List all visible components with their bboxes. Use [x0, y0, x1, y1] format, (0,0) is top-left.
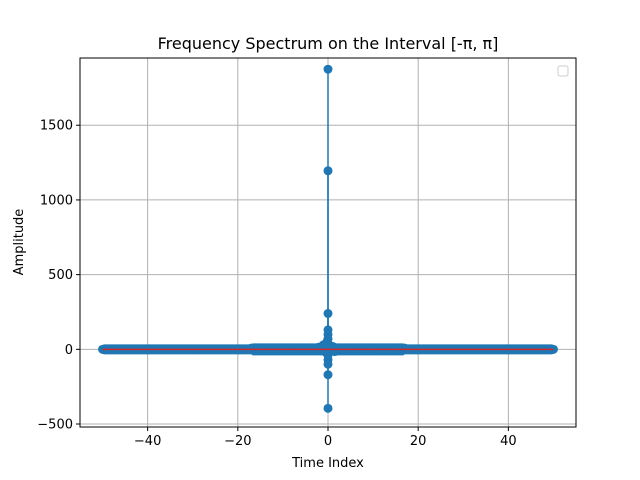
stem-marker	[368, 343, 378, 353]
stem-marker	[323, 308, 333, 318]
stem-marker	[255, 343, 265, 353]
stem-marker	[323, 359, 333, 369]
stem-marker	[323, 370, 333, 380]
x-tick-label: −20	[224, 434, 251, 449]
x-tick-label: 20	[410, 434, 427, 449]
stem-marker	[300, 343, 310, 353]
stem-marker	[323, 166, 333, 176]
y-axis-label: Amplitude	[12, 209, 27, 276]
axis-ticks: −40 −20 0 20 40 −500 0 500 1000 1500	[37, 119, 516, 449]
stem-series	[98, 64, 558, 413]
x-tick-label: −40	[134, 434, 161, 449]
x-tick-label: 40	[500, 434, 517, 449]
stem-marker	[323, 64, 333, 74]
stem-marker	[346, 343, 356, 353]
stem-marker	[246, 343, 256, 353]
stem-marker	[391, 343, 401, 353]
x-tick-label: 0	[324, 434, 332, 449]
chart-title: Frequency Spectrum on the Interval [-π, …	[158, 34, 499, 53]
y-tick-label: 1000	[40, 193, 73, 208]
y-tick-label: 500	[48, 268, 73, 283]
x-axis-label: Time Index	[291, 456, 364, 471]
y-tick-label: 1500	[40, 119, 73, 134]
stem-marker	[400, 343, 410, 353]
y-tick-label: 0	[65, 343, 73, 358]
y-tick-label: −500	[37, 418, 73, 433]
legend-box	[557, 65, 569, 77]
stem-marker	[332, 343, 342, 353]
stem-marker	[278, 343, 288, 353]
stem-marker	[323, 403, 333, 413]
